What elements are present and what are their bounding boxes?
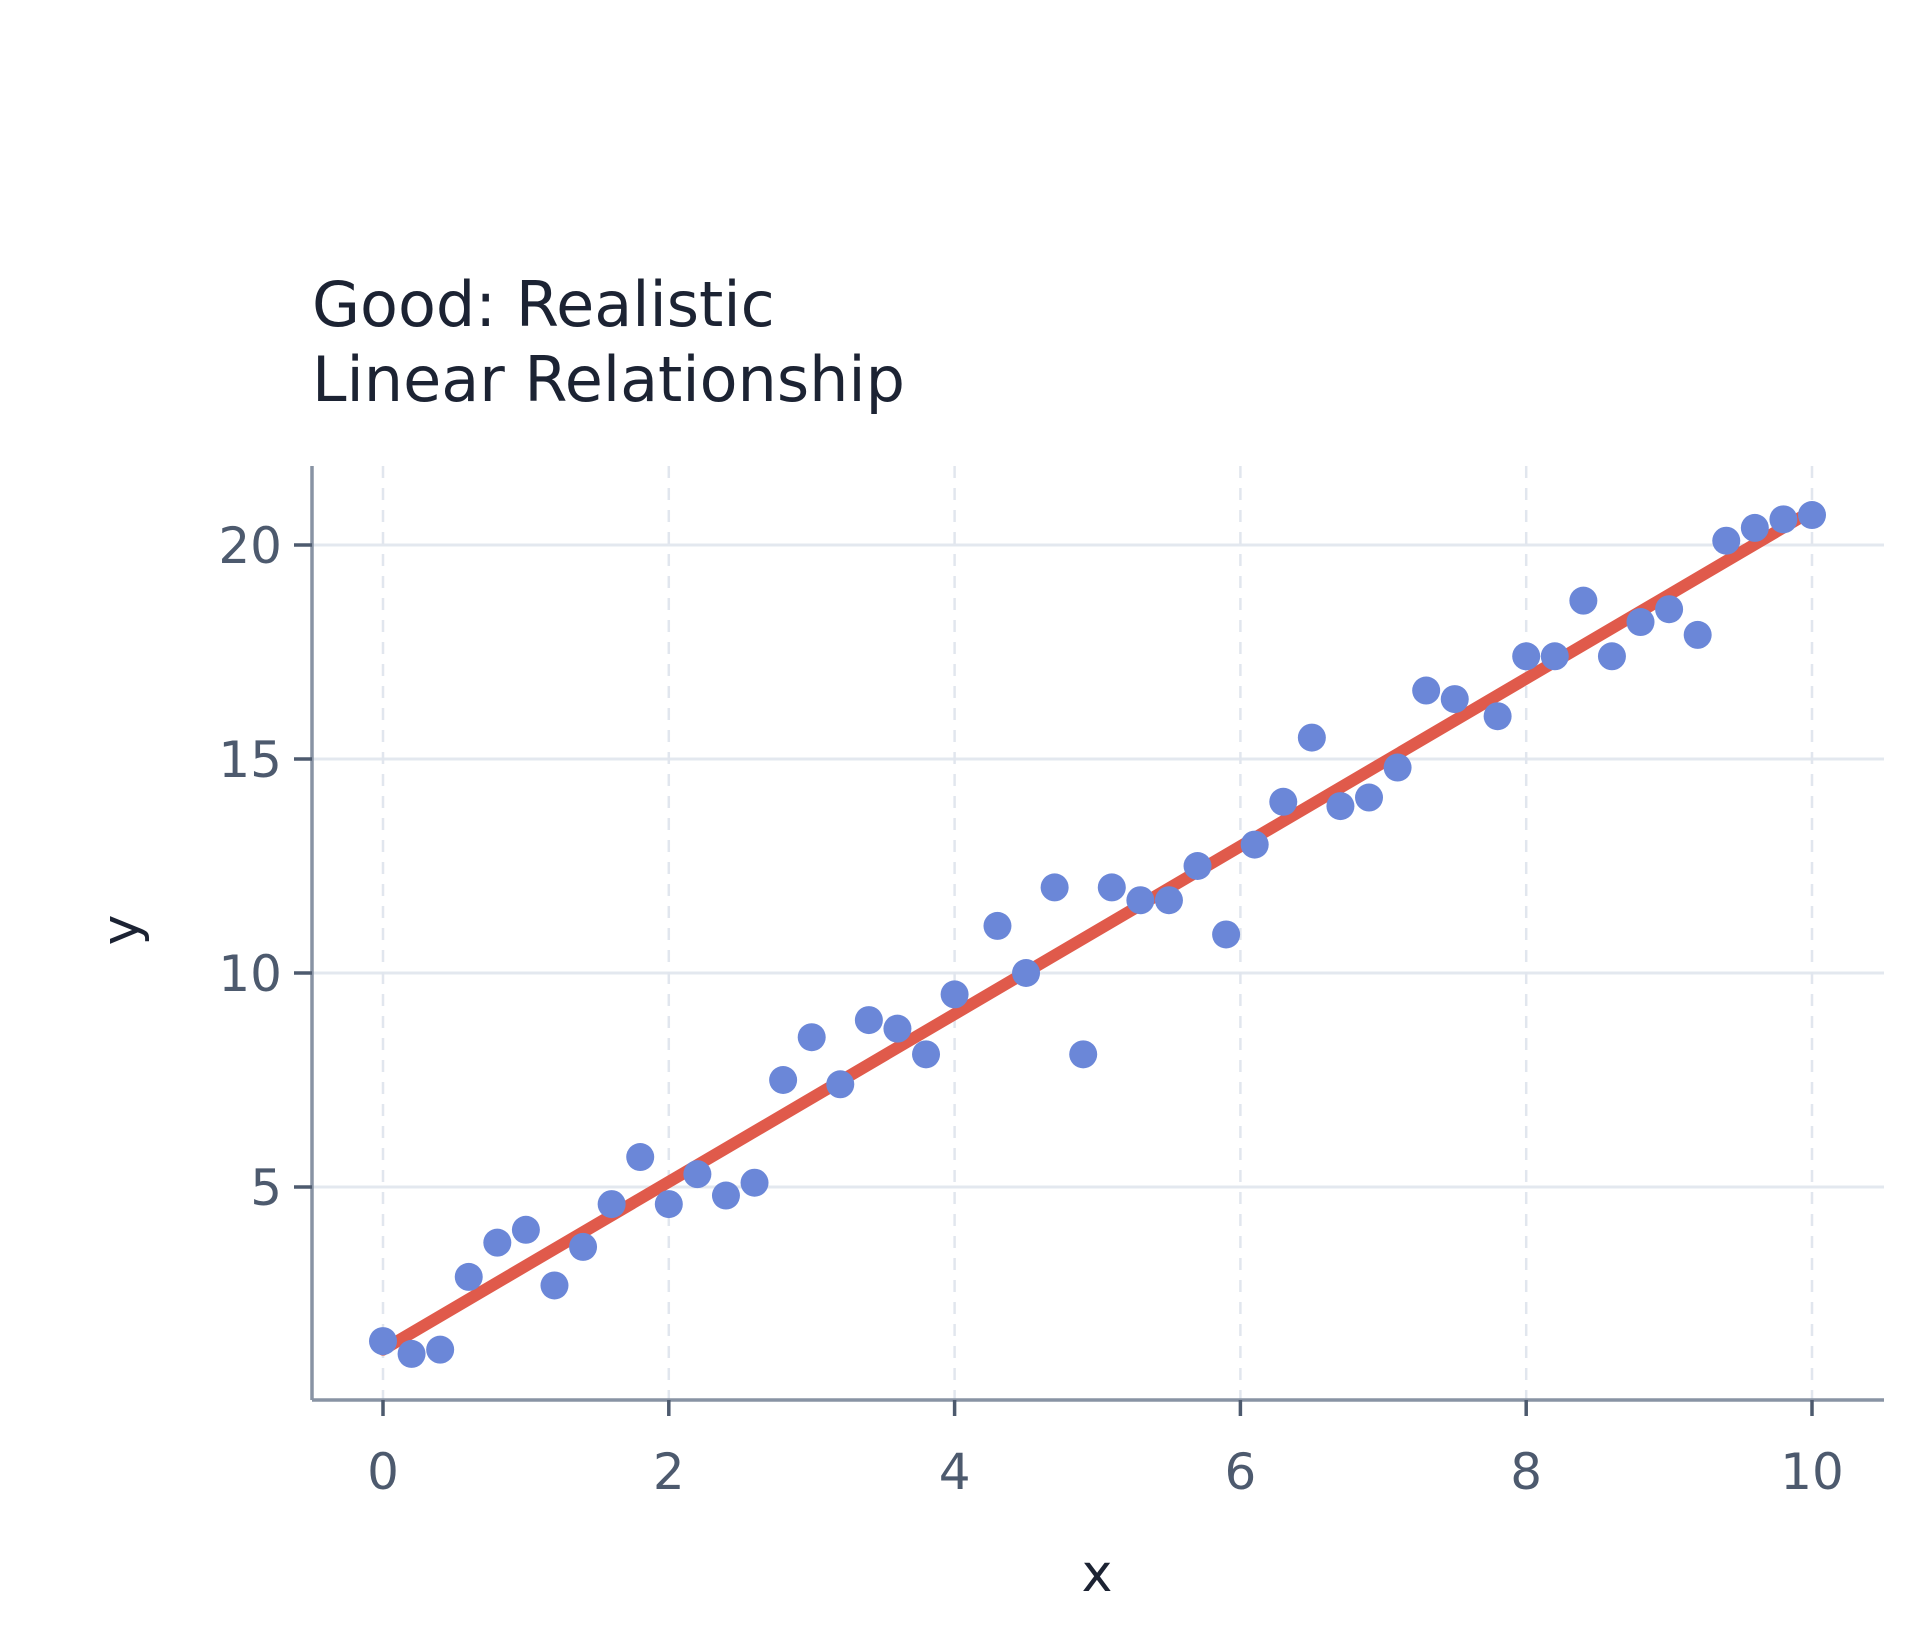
data-point: [1683, 620, 1712, 649]
y-axis-label: y: [91, 915, 151, 946]
data-point: [769, 1066, 798, 1094]
data-point: [1626, 608, 1655, 637]
data-point: [1183, 852, 1212, 880]
data-point: [740, 1168, 769, 1197]
data-point: [1597, 642, 1626, 671]
data-point: [426, 1335, 455, 1364]
grid: [312, 466, 1884, 1400]
data-point: [626, 1143, 655, 1172]
data-point: [1540, 642, 1569, 671]
data-point: [1012, 959, 1041, 987]
data-point: [597, 1190, 626, 1219]
data-point: [1240, 830, 1269, 859]
data-point: [912, 1040, 941, 1069]
data-point: [397, 1339, 426, 1368]
data-point: [711, 1181, 740, 1210]
chart-title-line-2: Linear Relationship: [312, 343, 905, 416]
data-point: [511, 1215, 540, 1244]
x-tick-label: 2: [653, 1443, 685, 1501]
data-point: [1440, 685, 1469, 714]
data-point: [369, 1327, 397, 1356]
data-point: [683, 1160, 712, 1189]
data-point: [1740, 513, 1769, 542]
y-tick-label: 20: [218, 517, 282, 575]
data-point: [1383, 753, 1412, 782]
data-point: [1769, 505, 1798, 534]
data-point: [1412, 676, 1441, 705]
y-tick-label: 10: [218, 945, 282, 1003]
data-point: [1326, 792, 1355, 821]
data-point: [854, 1006, 883, 1035]
x-tick-label: 6: [1224, 1443, 1256, 1501]
x-tick-label: 10: [1780, 1443, 1844, 1501]
data-point: [483, 1228, 512, 1257]
data-point: [569, 1232, 598, 1261]
data-point: [1712, 526, 1741, 555]
axis-labels: xy: [91, 915, 1112, 1604]
data-point: [1154, 886, 1183, 915]
trend-line-group: [377, 504, 1818, 1356]
data-point: [1483, 702, 1512, 731]
data-point: [454, 1262, 483, 1291]
data-point: [1655, 595, 1684, 624]
data-point: [1040, 873, 1069, 902]
data-points: [369, 501, 1826, 1368]
x-tick-label: 0: [367, 1443, 399, 1501]
data-point: [654, 1190, 683, 1219]
x-tick-label: 4: [939, 1443, 971, 1501]
data-point: [797, 1023, 826, 1052]
x-axis-label: x: [1082, 1544, 1113, 1604]
data-point: [540, 1271, 569, 1300]
data-point: [1297, 723, 1326, 752]
axes: [310, 466, 1884, 1402]
data-point: [983, 911, 1012, 940]
data-point: [1798, 501, 1826, 530]
data-point: [1126, 886, 1155, 915]
x-tick-label: 8: [1510, 1443, 1542, 1501]
data-point: [1097, 873, 1126, 902]
y-tick-label: 5: [250, 1159, 282, 1217]
data-point: [1512, 642, 1541, 671]
ticks: 0 2 4 6 8 10 5 10 15 20: [218, 517, 1843, 1501]
data-point: [826, 1070, 855, 1099]
chart-title-line-1: Good: Realistic: [312, 268, 775, 341]
data-point: [1355, 783, 1384, 812]
data-point: [1269, 787, 1298, 816]
data-point: [1569, 586, 1598, 615]
y-tick-label: 15: [218, 731, 282, 789]
data-point: [883, 1014, 912, 1043]
data-point: [1212, 920, 1241, 949]
data-point: [1069, 1040, 1098, 1069]
regression-line: [377, 504, 1818, 1356]
data-point: [940, 980, 969, 1009]
